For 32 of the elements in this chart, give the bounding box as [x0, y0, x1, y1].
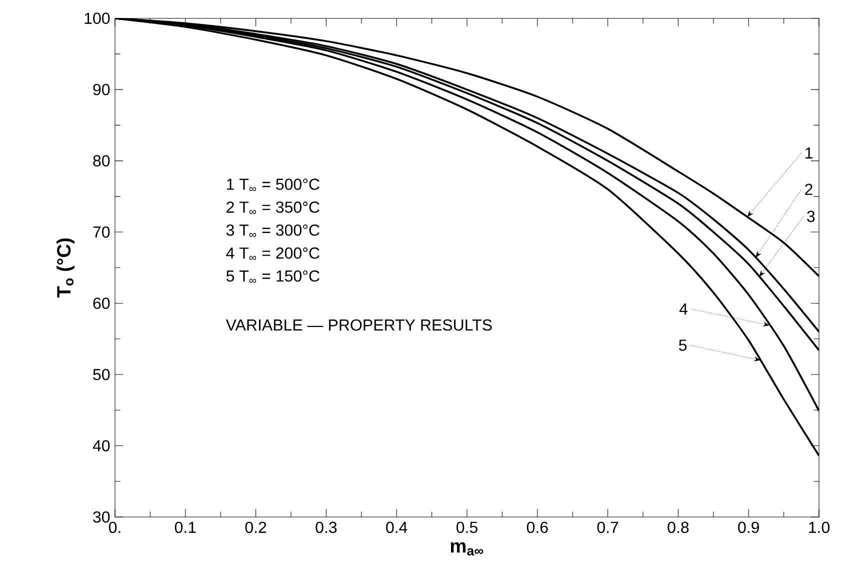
annotation: 3 T$_{∞}$ = 300°C: [226, 224, 320, 237]
annotation: 4 T$_{∞}$ = 200°C: [226, 247, 320, 260]
x-tick-label: 0.1: [174, 522, 196, 534]
y-tick-label: 90: [93, 84, 110, 96]
x-tick-label: 0.4: [386, 522, 408, 534]
x-tick-label: 0.5: [456, 522, 478, 534]
y-tick-label: 30: [93, 511, 110, 523]
x-tick-label: 0.6: [526, 522, 548, 534]
annotation: 4: [679, 303, 688, 314]
x-tick-label: 0.3: [316, 522, 337, 534]
annotation: 5: [678, 340, 687, 351]
annotation: 1 T$_{∞}$ = 500°C: [227, 178, 320, 192]
y-tick-label: 100: [84, 12, 110, 24]
x-tick-label: 0.7: [597, 522, 618, 534]
y-tick-label: 50: [93, 368, 110, 380]
annotation: 2 T$_{∞}$ = 350°C: [226, 202, 320, 214]
y-tick-label: 40: [92, 440, 110, 452]
y-tick-label: 80: [93, 155, 110, 166]
annotation: VARIABLE — PROPERTY RESULTS: [226, 319, 492, 331]
y-axis-title: T$_{o}$ (°C): [56, 238, 74, 298]
annotation: 5 T$_{∞}$ = 150°C: [226, 270, 320, 283]
x-tick-label: 0.2: [245, 522, 266, 534]
x-tick-label: 0.9: [738, 522, 759, 534]
annotation: 1: [806, 147, 812, 158]
annotation: 2: [805, 184, 812, 195]
x-tick-label: 0.8: [668, 522, 689, 534]
y-tick-label: 60: [93, 298, 110, 309]
y-tick-label: 70: [93, 226, 110, 238]
annotation: 3: [807, 210, 815, 222]
x-tick-label: 1.0: [809, 522, 830, 534]
x-axis-title: m$_{a∞}$: [450, 542, 484, 556]
x-tick-label: 0.: [108, 522, 120, 534]
